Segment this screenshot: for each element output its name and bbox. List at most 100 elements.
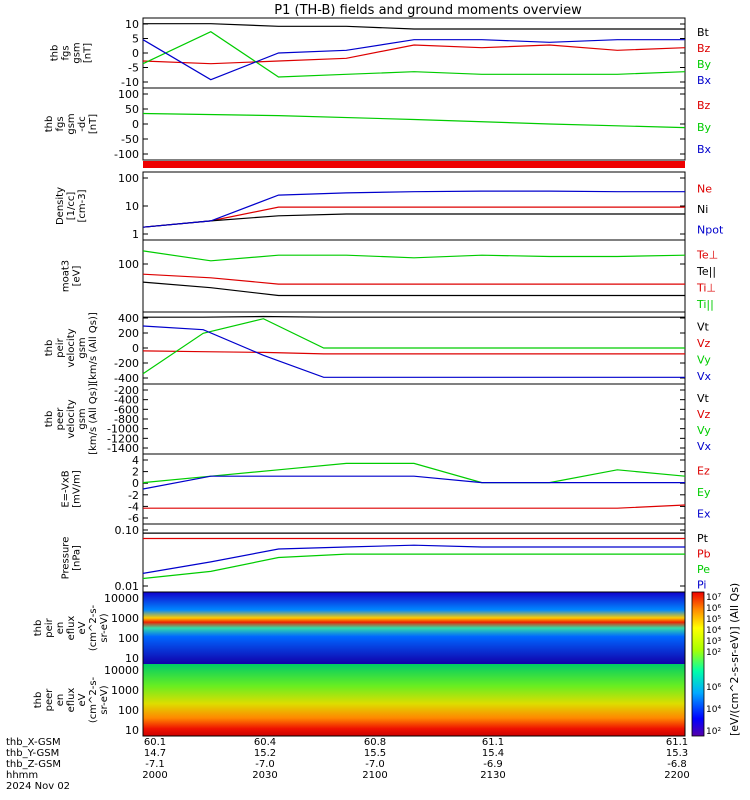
y-tick-label: -50 xyxy=(121,133,139,146)
series-line-Vy xyxy=(142,318,685,375)
y-tick-label: 0 xyxy=(132,342,139,355)
colorbar-tick-label: 10⁶ xyxy=(706,604,721,614)
y-tick-label: 10000 xyxy=(104,592,139,605)
plot-title: P1 (TH-B) fields and ground moments over… xyxy=(274,3,582,18)
y-tick-label: 0 xyxy=(132,47,139,60)
series-line-By xyxy=(142,31,686,78)
series-line-Npot xyxy=(142,190,685,228)
y-tick-label: 0 xyxy=(132,477,139,490)
y-axis-label-line: sr-eV) xyxy=(99,685,110,714)
panel-frame xyxy=(142,523,686,593)
panel-frame xyxy=(142,239,686,313)
colorbar-tick-label: 10⁶ xyxy=(706,683,721,693)
spectrogram-frame xyxy=(142,591,686,737)
y-tick-label: 100 xyxy=(118,632,139,645)
y-axis-label-line: gsm xyxy=(77,408,88,429)
y-axis-label: Pressure [nPa] xyxy=(61,537,83,580)
ephemeris-value: 15.5 xyxy=(364,748,386,759)
y-tick-label: 100 xyxy=(118,172,139,185)
y-tick-label: 1000 xyxy=(111,612,139,625)
legend-By: By xyxy=(697,121,712,134)
y-axis-label-line: velocity xyxy=(66,399,77,438)
y-tick-label: -4 xyxy=(128,500,139,513)
y-axis-label-line: [km/s (All Qs)] xyxy=(88,383,99,455)
y-axis-label: moat3 [eV] xyxy=(61,260,83,292)
y-axis-label-line: [nT] xyxy=(88,114,99,134)
electron-spectrogram xyxy=(143,664,685,736)
y-axis-label-line: [mV/m] xyxy=(72,470,83,508)
y-tick-label: 200 xyxy=(118,327,139,340)
y-axis-label-line: peer xyxy=(55,407,66,431)
y-tick-label: -5 xyxy=(128,62,139,75)
ephemeris-value: 15.3 xyxy=(666,748,688,759)
y-axis-label: Density [1/cc] [cm-3] xyxy=(55,187,88,225)
panel-frame xyxy=(142,383,686,455)
spectrogram-layer: [eV/(cm^2-s-sr-eV)] (All Qs) 10⁷10⁶10⁵10… xyxy=(142,583,741,737)
colorbar xyxy=(691,591,705,737)
y-tick-label: 0.01 xyxy=(115,580,140,593)
ephemeris-value: 61.1 xyxy=(666,737,688,748)
y-axis-label: thb peir en eflux eV (cm^2-s-sr-eV) xyxy=(33,604,110,651)
y-axis-label-line: fgs xyxy=(61,45,72,60)
ephemeris-value: 60.4 xyxy=(254,737,276,748)
y-tick-label: -200 xyxy=(114,357,139,370)
y-axis-label-line: [1/cc] xyxy=(66,192,77,221)
series-group-density xyxy=(142,190,685,228)
ephemeris-value: 2100 xyxy=(362,770,387,781)
legend-Bz: Bz xyxy=(697,42,711,55)
y-axis-label-line: (cm^2-s- xyxy=(88,676,99,723)
legend-Ex: Ex xyxy=(697,507,711,520)
y-axis-label-line: [nT] xyxy=(83,43,94,63)
y-tick-label: 400 xyxy=(118,312,139,325)
colorbar-tick-label: 10² xyxy=(706,727,721,737)
panel-pressure: 0.10 0.01 Pressure [nPa] Pt Pb Pe Pi xyxy=(61,523,711,593)
y-axis-label-line: thb xyxy=(33,692,44,709)
legend-Pt: Pt xyxy=(697,532,709,545)
y-tick-label: -1000 xyxy=(107,423,139,436)
y-axis-label-line: [km/s (All Qs)] xyxy=(88,312,99,384)
colorbar-label: [eV/(cm^2-s-sr-eV)] (All Qs) xyxy=(728,583,741,736)
y-axis-label-line: en xyxy=(55,622,66,635)
legend-Te||: Te|| xyxy=(696,265,716,278)
series-line-Bx xyxy=(142,39,685,81)
y-axis-label-line: -dc xyxy=(77,116,88,131)
y-tick-label: 4 xyxy=(132,454,139,467)
y-axis-label: thb peir velocity gsm [km/s (All Qs)] xyxy=(44,312,99,384)
legend-Vy: Vy xyxy=(697,353,711,366)
ephemeris-value: 60.8 xyxy=(364,737,386,748)
ephemeris-value: -7.0 xyxy=(365,759,385,770)
legend-By: By xyxy=(697,58,712,71)
y-axis-label-line: eV xyxy=(77,621,88,634)
panel-density: 100 10 1 Density [1/cc] [cm-3] Ne Ni Npot xyxy=(55,171,724,241)
y-tick-label: 0.10 xyxy=(115,524,140,537)
ephemeris-row-label: thb_Y-GSM xyxy=(6,748,59,759)
panel-frame xyxy=(142,171,686,241)
y-axis-label-line: [nPa] xyxy=(72,545,83,571)
y-axis-label-line: moat3 xyxy=(61,260,72,292)
y-tick-label: 100 xyxy=(118,258,139,271)
colorbar-tick-label: 10² xyxy=(706,648,721,658)
y-tick-label: 10 xyxy=(125,652,139,665)
panel-spec_i: 10000 1000 100 10 thb peir en eflux eV (cm^2-s-sr… xyxy=(33,592,685,665)
panel-frame xyxy=(142,87,686,161)
series-group-fgs_dc xyxy=(142,112,686,129)
series-line-By xyxy=(142,112,686,129)
y-tick-label: 1 xyxy=(132,228,139,241)
y-tick-label: 10 xyxy=(125,18,139,31)
ephemeris-value: 15.2 xyxy=(254,748,276,759)
y-tick-label: -400 xyxy=(114,372,139,385)
legend-Ez: Ez xyxy=(697,465,710,478)
legend-Ey: Ey xyxy=(697,486,711,499)
orbit-indicator-bar xyxy=(143,161,685,168)
y-tick-label: 50 xyxy=(125,103,139,116)
y-axis-label: thb peer velocity gsm [km/s (All Qs)] xyxy=(44,383,99,455)
legend-Ti||: Ti|| xyxy=(696,298,714,311)
y-axis-label-line: eV xyxy=(77,693,88,706)
legend-Te⊥: Te⊥ xyxy=(696,248,718,261)
series-line-Bt xyxy=(143,23,685,30)
y-axis-label: thb fgs gsm [nT] xyxy=(50,42,94,63)
legend-Bz: Bz xyxy=(697,99,711,112)
series-line-Vt xyxy=(143,315,685,318)
panel-vel_e: -200-400-600-800-1000-1200-1400 thb peer ve… xyxy=(44,383,712,455)
